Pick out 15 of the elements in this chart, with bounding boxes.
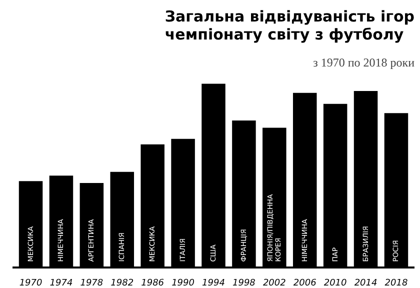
x-tick-label: 2014 xyxy=(354,278,378,288)
x-tick-label: 2002 xyxy=(262,278,286,288)
x-tick-label: 1994 xyxy=(202,278,226,288)
chart-subtitle: з 1970 по 2018 роки xyxy=(313,56,416,70)
x-tick-label: 1986 xyxy=(141,278,164,288)
x-tick-label: 1970 xyxy=(19,278,42,288)
x-tick-label: 1974 xyxy=(50,278,73,288)
chart-title: Загальна відвідуваність ігор чемпіонату світу з футболу xyxy=(164,8,415,44)
x-tick-label: 2006 xyxy=(293,278,317,288)
x-tick-label: 2018 xyxy=(384,278,408,288)
x-tick-label: 2010 xyxy=(324,278,348,288)
x-tick-label: 1982 xyxy=(110,278,134,288)
x-tick-label: 1978 xyxy=(80,278,104,288)
x-tick-label: 1990 xyxy=(172,278,195,288)
x-tick-label: 1998 xyxy=(232,278,256,288)
